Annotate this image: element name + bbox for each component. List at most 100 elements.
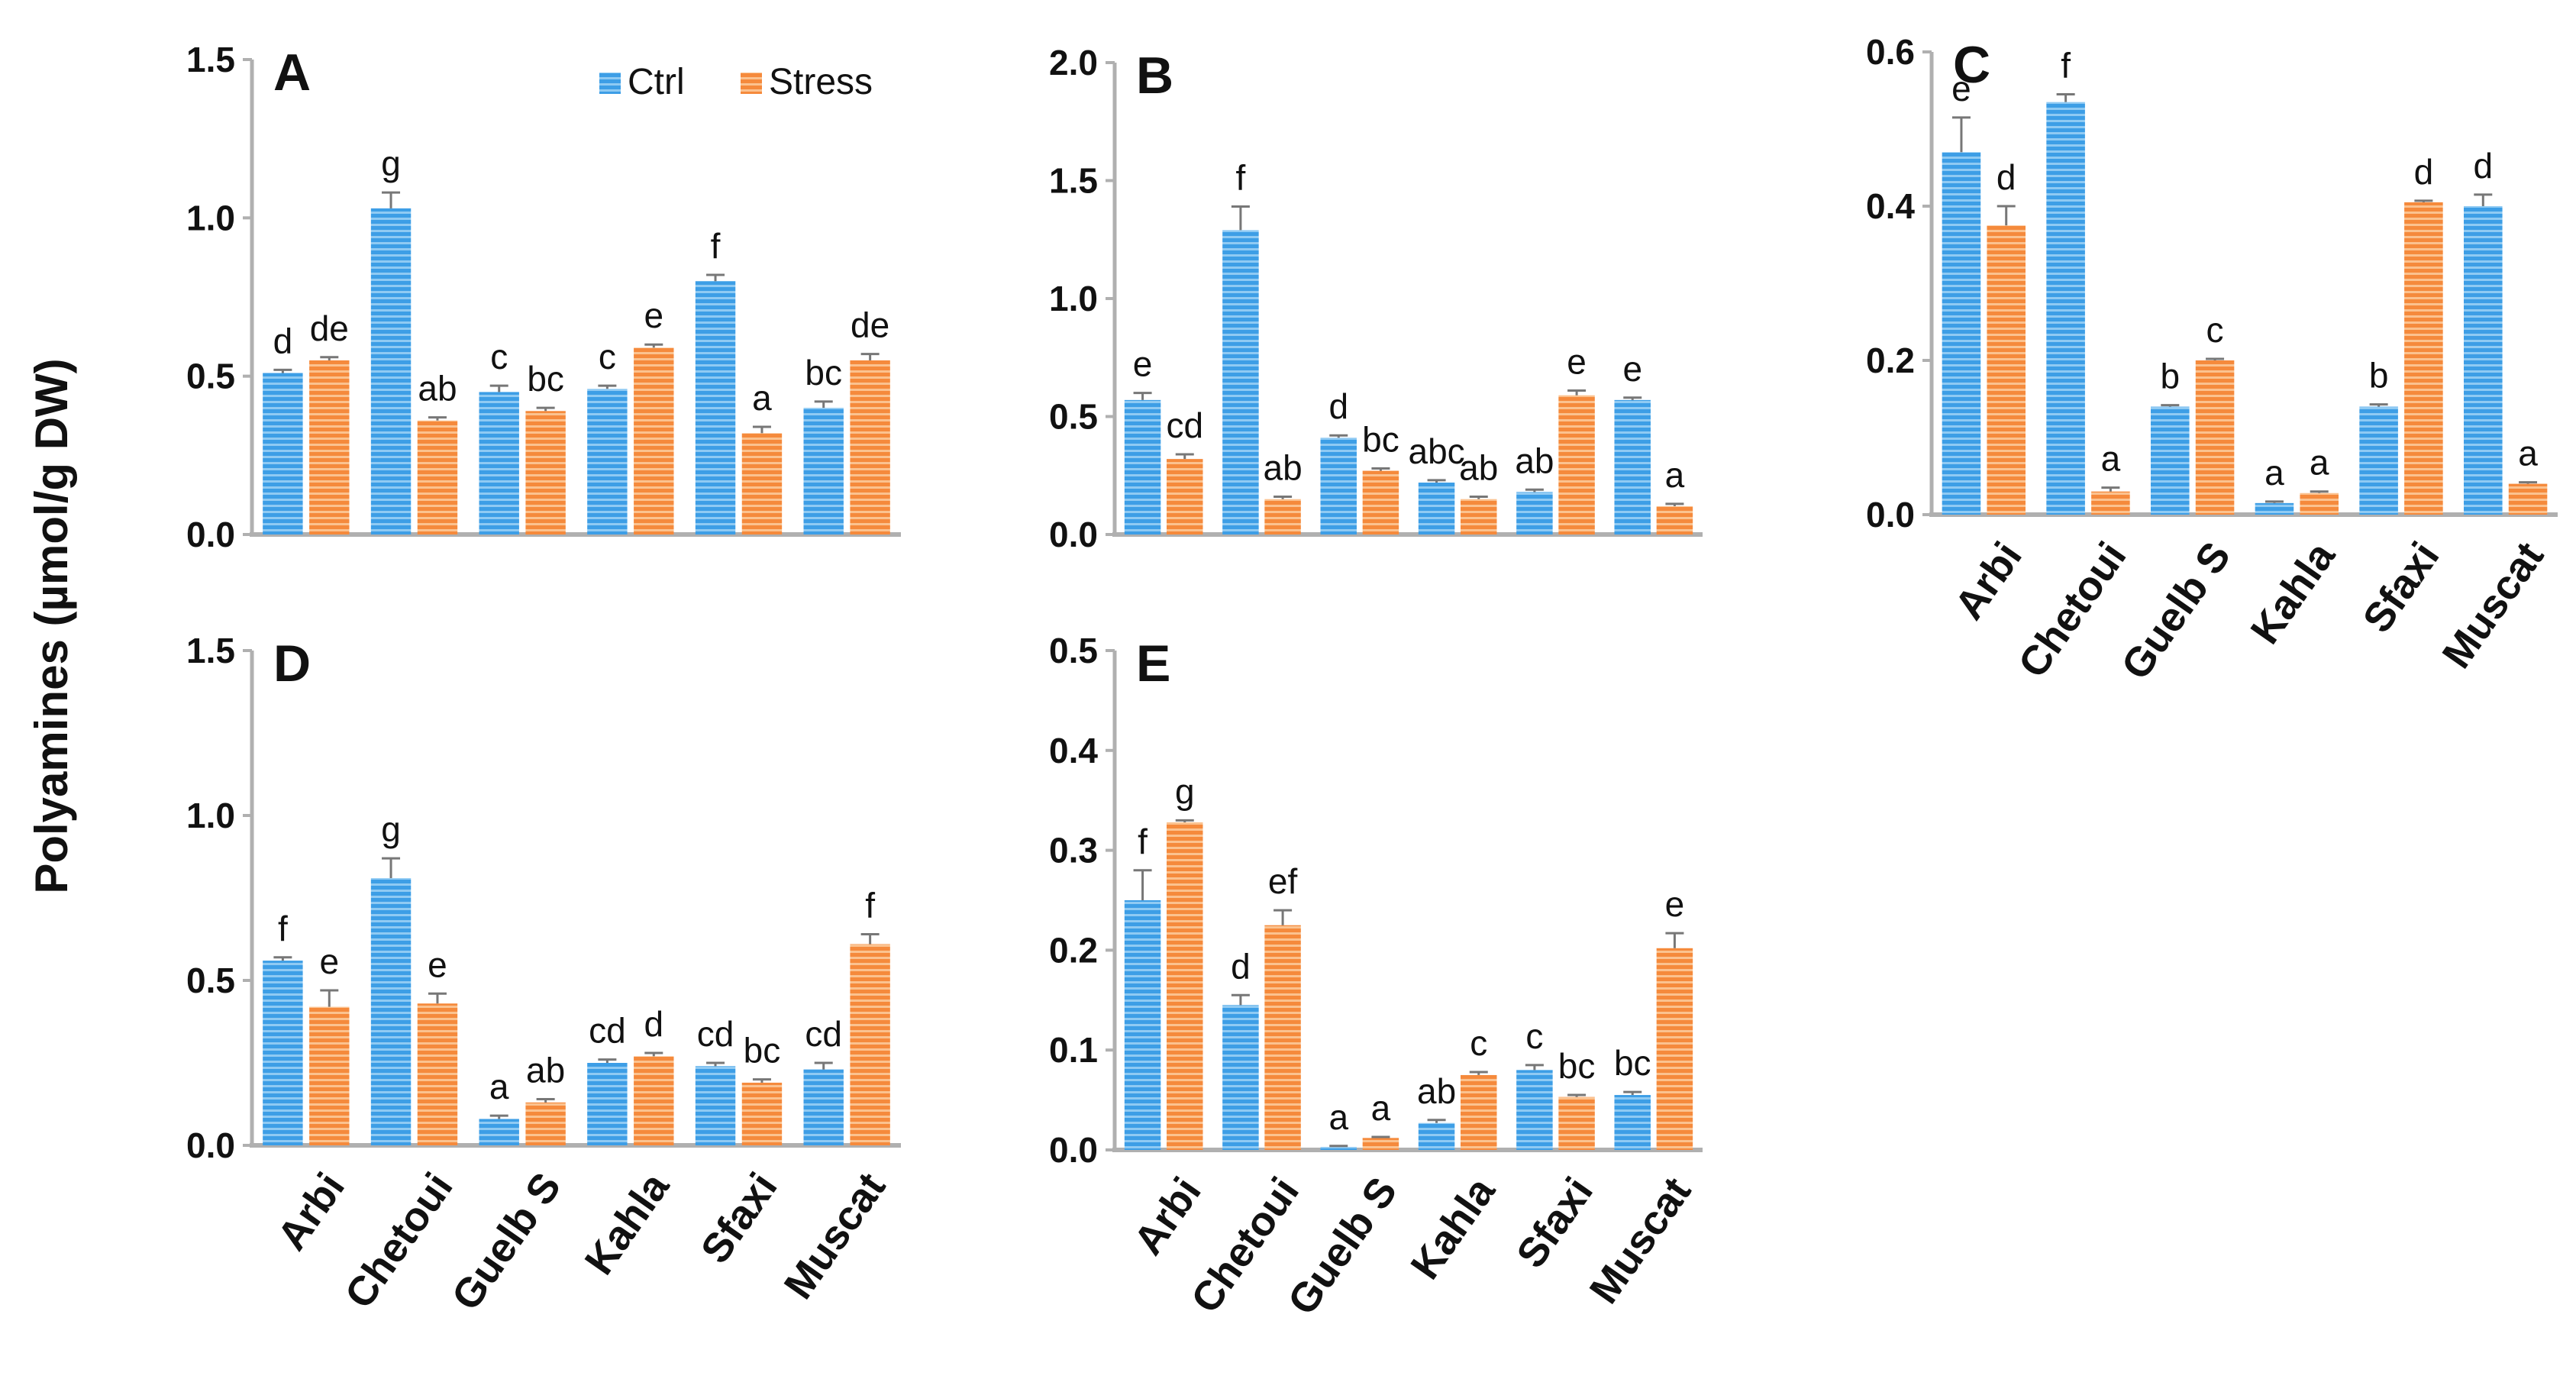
panel-e-bar-stress bbox=[1362, 1138, 1399, 1150]
panels: 0.00.51.01.5 Ad degabcbccefabcde0.00.51.01… bbox=[186, 32, 2558, 1323]
panel-e-bar-ctrl bbox=[1124, 900, 1161, 1150]
panel-e-bar-stress bbox=[1264, 925, 1301, 1150]
legend-swatch-stress bbox=[741, 73, 762, 94]
panel-b-sig-label: ab bbox=[1515, 441, 1554, 480]
panel-c-sig-label: d bbox=[2473, 146, 2493, 186]
y-axis-title: Polyamines (µmol/g DW) bbox=[26, 358, 77, 893]
panel-c-sig-label: a bbox=[2518, 434, 2538, 473]
panel-c-bar-stress bbox=[2404, 202, 2443, 515]
panel-e-sig-label: c bbox=[1470, 1023, 1487, 1063]
legend: Ctrl Stress bbox=[599, 62, 873, 102]
panel-b-bar-ctrl bbox=[1320, 438, 1357, 534]
panel-d-bar-stress bbox=[417, 1003, 458, 1145]
panel-b-y-tick-label: 1.0 bbox=[1049, 279, 1098, 318]
panel-d-bar-ctrl bbox=[479, 1119, 519, 1145]
panel-c-bar-ctrl bbox=[2464, 206, 2503, 515]
panel-d-sig-label: f bbox=[865, 886, 875, 925]
panel-a-sig-label: g bbox=[381, 144, 401, 183]
panel-d-sig-label: cd bbox=[589, 1011, 626, 1051]
panel-e-category-label: Arbi bbox=[1125, 1169, 1210, 1263]
panel-c-sig-label: d bbox=[1997, 157, 2016, 197]
panel-b-bar-stress bbox=[1167, 459, 1203, 534]
panel-c-category-label: Sfaxi bbox=[2354, 534, 2448, 641]
panel-c-bar-ctrl bbox=[2255, 502, 2294, 515]
panel-a-sig-label: c bbox=[490, 337, 508, 376]
panel-a-bar-stress bbox=[741, 433, 783, 534]
panel-a-sig-label: ab bbox=[418, 369, 457, 409]
panel-e-bar-stress bbox=[1558, 1096, 1595, 1150]
legend-label-ctrl: Ctrl bbox=[628, 62, 685, 102]
panel-c-sig-label: f bbox=[2061, 46, 2071, 86]
panel-b-bar-ctrl bbox=[1516, 492, 1553, 534]
panel-e-sig-label: bc bbox=[1614, 1043, 1651, 1083]
panel-b-sig-label: cd bbox=[1166, 405, 1203, 445]
panel-a-y-tick-label: 1.5 bbox=[186, 40, 235, 79]
panel-d-category-label: Kahla bbox=[576, 1164, 679, 1283]
panel-c-sig-label: c bbox=[2206, 310, 2224, 350]
panel-c-bar-ctrl bbox=[2046, 102, 2085, 515]
panel-e-y-tick-label: 0.4 bbox=[1049, 731, 1098, 770]
panel-d-bar-stress bbox=[525, 1102, 566, 1145]
panel-a-y-tick-label: 0.0 bbox=[186, 515, 235, 554]
panel-d-y-tick-label: 1.5 bbox=[186, 631, 235, 670]
panel-d-category-label: Arbi bbox=[269, 1164, 353, 1258]
panel-a-bar-ctrl bbox=[479, 392, 519, 534]
panel-b-y-tick-label: 0.0 bbox=[1049, 515, 1098, 554]
panel-c-category-label: Arbi bbox=[1946, 534, 2031, 628]
panel-c-bar-ctrl bbox=[2151, 406, 2190, 515]
panel-e-bar-ctrl bbox=[1320, 1147, 1357, 1150]
panel-d-sig-label: bc bbox=[744, 1031, 781, 1071]
panel-e-category-label: Sfaxi bbox=[1508, 1169, 1602, 1276]
panel-b-bar-ctrl bbox=[1124, 399, 1161, 534]
panel-c-bar-stress bbox=[2195, 360, 2235, 515]
panel-a-sig-label: de bbox=[310, 308, 349, 348]
panel-d-y-tick-label: 1.0 bbox=[186, 796, 235, 835]
panel-e-bar-ctrl bbox=[1418, 1122, 1455, 1150]
panel-c-sig-label: a bbox=[2101, 439, 2121, 479]
panel-c-sig-label: a bbox=[2264, 453, 2284, 492]
panel-e-sig-label: a bbox=[1328, 1097, 1348, 1137]
panel-d-y-tick-label: 0.0 bbox=[186, 1125, 235, 1165]
panel-b-sig-label: e bbox=[1622, 349, 1642, 389]
panel-a-sig-label: c bbox=[599, 337, 616, 376]
panel-b-bar-stress bbox=[1558, 395, 1595, 534]
panel-c-sig-label: b bbox=[2369, 356, 2389, 396]
panel-a-y-tick-label: 1.0 bbox=[186, 198, 235, 237]
panel-c-y-tick-label: 0.6 bbox=[1866, 32, 1915, 72]
panel-b-y-tick-label: 0.5 bbox=[1049, 397, 1098, 437]
panel-e-bar-ctrl bbox=[1614, 1095, 1651, 1150]
panel-d-bar-stress bbox=[634, 1056, 674, 1145]
panel-e-sig-label: d bbox=[1231, 946, 1251, 986]
panel-d-sig-label: cd bbox=[805, 1014, 842, 1054]
panel-d-sig-label: e bbox=[319, 941, 339, 981]
panel-d-sig-label: ab bbox=[526, 1051, 565, 1090]
panel-e-bar-stress bbox=[1656, 948, 1693, 1150]
panel-b-bar-ctrl bbox=[1614, 399, 1651, 534]
panel-b-letter: B bbox=[1136, 47, 1173, 105]
panel-e-sig-label: f bbox=[1138, 822, 1148, 861]
panel-d-category-label: Muscat bbox=[776, 1164, 895, 1307]
panel-a-sig-label: d bbox=[273, 321, 293, 360]
panel-d-sig-label: e bbox=[428, 945, 447, 984]
panel-c-sig-label: e bbox=[1951, 69, 1971, 108]
panel-a-bar-ctrl bbox=[587, 389, 628, 534]
panel-a-bar-stress bbox=[417, 420, 458, 534]
panel-e-bar-stress bbox=[1461, 1074, 1497, 1150]
panel-d-y-tick-label: 0.5 bbox=[186, 961, 235, 1000]
panel-a-bar-ctrl bbox=[263, 373, 303, 534]
panel-c-y-tick-label: 0.4 bbox=[1866, 186, 1915, 226]
panel-d-sig-label: g bbox=[381, 809, 401, 849]
panel-e-sig-label: e bbox=[1665, 884, 1685, 924]
panel-c-bar-stress bbox=[2508, 483, 2548, 515]
panel-e-bar-ctrl bbox=[1516, 1070, 1553, 1150]
panel-a-letter: A bbox=[273, 44, 311, 102]
panel-c-bar-stress bbox=[2091, 491, 2130, 515]
panel-b-y-tick-label: 2.0 bbox=[1049, 43, 1098, 82]
panel-d-bar-stress bbox=[741, 1082, 783, 1145]
panel-b-y-tick-label: 1.5 bbox=[1049, 161, 1098, 201]
panel-e-sig-label: g bbox=[1175, 771, 1195, 811]
panel-c-category-label: Guelb S bbox=[2113, 534, 2239, 688]
